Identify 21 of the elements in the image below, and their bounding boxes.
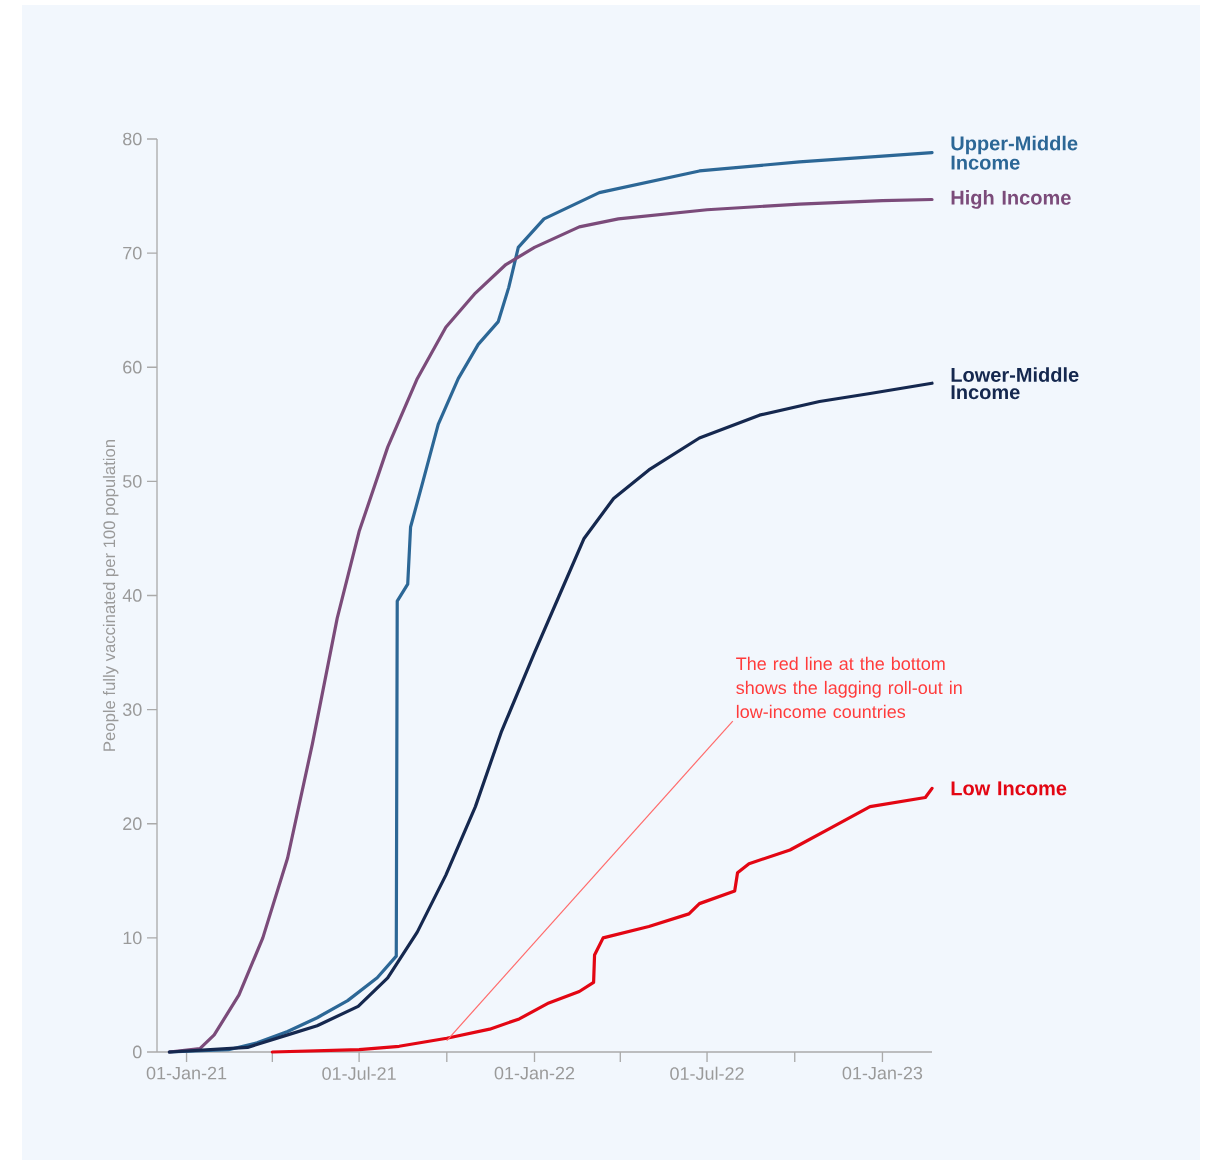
y-tick-label: 30 [122,703,142,716]
y-tick-label: 20 [123,817,142,831]
series-label: High Income [951,190,1071,209]
y-tick-label: 80 [123,132,142,146]
y-tick-label: 40 [122,589,142,602]
y-tick-label: 0 [133,1045,142,1059]
x-tick-label: 01-Jan-23 [842,1066,923,1080]
y-tick-label: 10 [123,931,142,945]
line-series [270,786,934,1054]
y-tick-label: 70 [123,246,142,260]
series-label: Upper-Middle Income [951,135,1078,170]
x-tick-label: 01-Jan-21 [146,1066,227,1080]
y-tick-label: 60 [123,360,142,374]
x-tick-label: 01-Jul-22 [670,1066,744,1080]
x-tick-label: 01-Jan-22 [494,1066,575,1080]
y-tick-label: 50 [122,475,142,488]
series-label: Lower-Middle Income [951,367,1079,400]
x-tick-label: 01-Jul-21 [322,1066,396,1080]
annotation: The red line at the bottom shows the lagging roll-out in low-income countries [736,656,962,719]
y-axis-title: People fully vaccinated per 100 population [102,440,119,751]
series-label: Low Income [951,781,1067,796]
